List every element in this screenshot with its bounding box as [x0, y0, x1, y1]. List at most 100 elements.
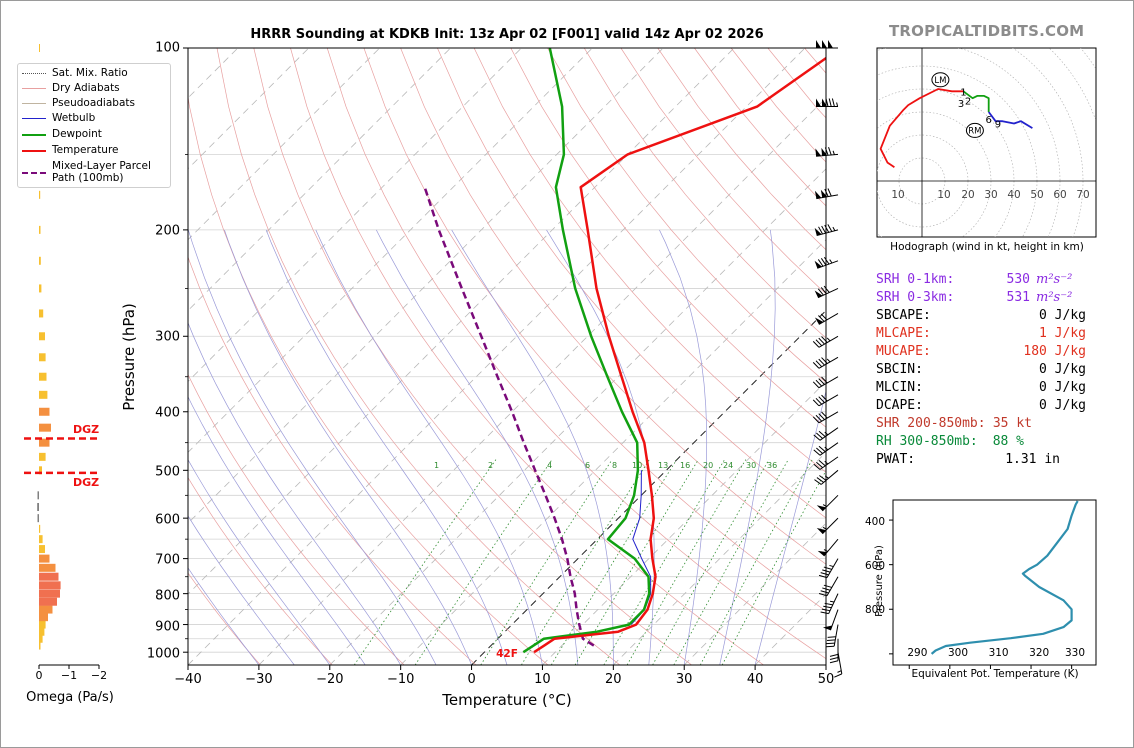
wind-barb-staff [830, 609, 839, 631]
legend-swatch [22, 172, 46, 174]
dry-adiabat-line [400, 48, 826, 565]
wind-barb-staff [818, 411, 839, 424]
theta-y-tick-label: 400 [864, 516, 885, 528]
wind-barb-half-feather [837, 670, 842, 673]
hodograph-ring-labels: 10 10 20 30 40 50 60 70 [876, 189, 1096, 203]
wind-barb [812, 335, 839, 348]
pseudoadiabat-line [754, 389, 826, 665]
wind-barb [818, 558, 839, 579]
wind-barb-flag [828, 40, 833, 48]
isotherm-line [471, 309, 826, 665]
omega-bar [39, 452, 46, 461]
dry-adiabat-line [547, 48, 826, 383]
wind-barb [812, 394, 839, 407]
legend-label: Sat. Mix. Ratio [52, 67, 128, 79]
dgz-label-bottom: DGZ [73, 476, 100, 489]
wind-barb-feather [824, 147, 829, 156]
y-tick-label: 900 [155, 619, 180, 634]
stat-row: MLCAPE: 1 J/kg [876, 326, 1106, 344]
wind-barb-feather [820, 287, 827, 295]
stat-row: SHR 200-850mb: 35 kt [876, 416, 1106, 434]
omega-bar [39, 466, 42, 475]
x-tick-label: 0 [467, 672, 476, 687]
x-tick-labels: −40 −30 −20 −10 0 10 20 30 40 50 [174, 672, 834, 688]
wind-barb-half-feather [826, 358, 831, 363]
omega-tick-label: −1 [60, 669, 78, 682]
mixing-ratio-label: 8 [612, 461, 618, 470]
isotherm-line [188, 48, 593, 453]
hodograph-height-label: 1 [960, 87, 966, 98]
wind-barb-feather [829, 653, 839, 657]
dry-adiabat-line [188, 373, 405, 665]
omega-bar [39, 597, 57, 606]
legend-item: Pseudoadiabats [18, 97, 170, 111]
y-tick-label: 1000 [146, 646, 180, 662]
wind-barb [816, 40, 838, 49]
mixing-ratio-label: 4 [547, 461, 553, 470]
omega-bar [39, 563, 56, 572]
wind-barb [814, 224, 839, 237]
wind-barb-feather [829, 657, 839, 661]
wind-barb-feather [818, 445, 826, 452]
wind-barb-staff [818, 335, 839, 348]
wind-barb-feather [815, 414, 823, 422]
wind-barb-staff [817, 287, 839, 299]
wind-barb-staff [817, 260, 839, 269]
mixing-ratio-label: 36 [767, 461, 778, 470]
wind-barb-feather [820, 313, 828, 321]
wind-barb-half-feather [823, 549, 828, 552]
mixing-ratio-labels: 1 2 4 6 8 10 13 16 20 24 30 36 [0, 461, 1134, 473]
isotherm-line [542, 380, 826, 665]
hodograph-caption: Hodograph (wind in kt, height in km) [890, 241, 1084, 253]
wind-barb-feather [825, 645, 835, 648]
wind-barb-flag [816, 528, 826, 534]
legend-item: Wetbulb [18, 112, 170, 126]
legend: Sat. Mix. Ratio Dry Adiabats Pseudoadiab… [17, 63, 171, 188]
wind-barb-feather [814, 479, 822, 485]
wind-barb-feather [823, 584, 832, 588]
omega-bar [39, 390, 48, 399]
wind-barb [812, 376, 839, 389]
pseudoadiabat-line [451, 229, 614, 665]
wind-barb-half-feather [836, 102, 839, 107]
stat-row: PWAT: 1.31 in [876, 452, 1106, 470]
stat-row: DCAPE: 0 J/kg [876, 398, 1106, 416]
y-tick-label: 800 [155, 588, 180, 603]
skewt-profiles [423, 48, 826, 654]
wind-barb-staff [837, 652, 843, 674]
wind-barb-feather [820, 590, 829, 594]
pseudoadiabat-line [188, 567, 260, 665]
wind-barb-feather [816, 477, 824, 483]
wind-barb-feather [823, 256, 830, 265]
wind-barb-feather [824, 188, 829, 197]
wind-barb-feather [818, 315, 825, 322]
omega-bar [39, 190, 41, 199]
y-tick-label: 700 [155, 552, 180, 568]
x-tick-label: 40 [746, 672, 764, 687]
wind-barb-feather [821, 394, 828, 402]
legend-swatch [22, 150, 46, 152]
wind-barb-feather [815, 379, 823, 387]
isotherm-line [188, 48, 664, 524]
stat-value: 35 kt [992, 416, 1032, 431]
stat-value: 0 J/kg [1039, 362, 1086, 377]
omega-bar [39, 309, 44, 318]
stat-row: SRH 0-1km: 530 m²s⁻² [876, 272, 1106, 290]
omega-bar [37, 491, 39, 500]
y-tick-label: 400 [155, 405, 180, 421]
legend-swatch [22, 88, 46, 89]
hodograph-height-label: 3 [958, 99, 964, 110]
omega-bar [39, 572, 59, 581]
stat-label: MUCAPE: [876, 344, 931, 359]
omega-tick-labels: 0 −1 −2 [0, 669, 130, 683]
mixing-ratio-line [673, 459, 789, 665]
wind-barb-feather [817, 288, 824, 296]
legend-swatch [22, 134, 46, 136]
wind-barb-feather [823, 605, 832, 609]
mixing-ratio-line [414, 459, 553, 665]
mixing-ratio-line [480, 459, 613, 665]
hodograph-height-label: 2 [965, 97, 971, 108]
omega-bar [39, 554, 50, 563]
hodograph-frame [876, 47, 1097, 238]
legend-item: Dewpoint [18, 128, 170, 142]
